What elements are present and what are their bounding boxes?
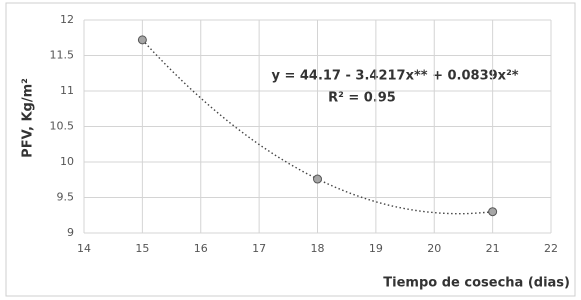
chart-border <box>5 2 576 297</box>
point <box>488 207 498 217</box>
x-tick-label: 18 <box>311 242 325 255</box>
r-squared: R² = 0.95 <box>328 91 396 106</box>
y-tick-label: 9.5 <box>57 191 75 204</box>
y-tick-label: 12 <box>60 13 74 26</box>
x-tick-label: 19 <box>369 242 383 255</box>
equation: y = 44.17 - 3.4217x** + 0.0839x²* <box>271 69 518 84</box>
x-tick-label: 21 <box>486 242 500 255</box>
x-tick-label: 16 <box>194 242 208 255</box>
y-axis-label: PFV, Kg/m² <box>21 78 36 158</box>
x-tick-label: 20 <box>427 242 441 255</box>
y-tick-label: 11 <box>60 84 74 97</box>
point <box>313 174 322 184</box>
y-tick-label: 11.5 <box>50 49 75 62</box>
point <box>137 35 147 45</box>
x-tick-label: 17 <box>252 242 266 255</box>
x-axis-label: Tiempo de cosecha (dias) <box>383 276 570 291</box>
y-tick-label: 10 <box>60 155 74 168</box>
x-tick-label: 14 <box>77 242 91 255</box>
y-tick-label: 9 <box>67 226 74 239</box>
y-tick-label: 10.5 <box>50 120 75 133</box>
x-tick-label: 15 <box>135 242 149 255</box>
x-tick-label: 22 <box>544 242 558 255</box>
